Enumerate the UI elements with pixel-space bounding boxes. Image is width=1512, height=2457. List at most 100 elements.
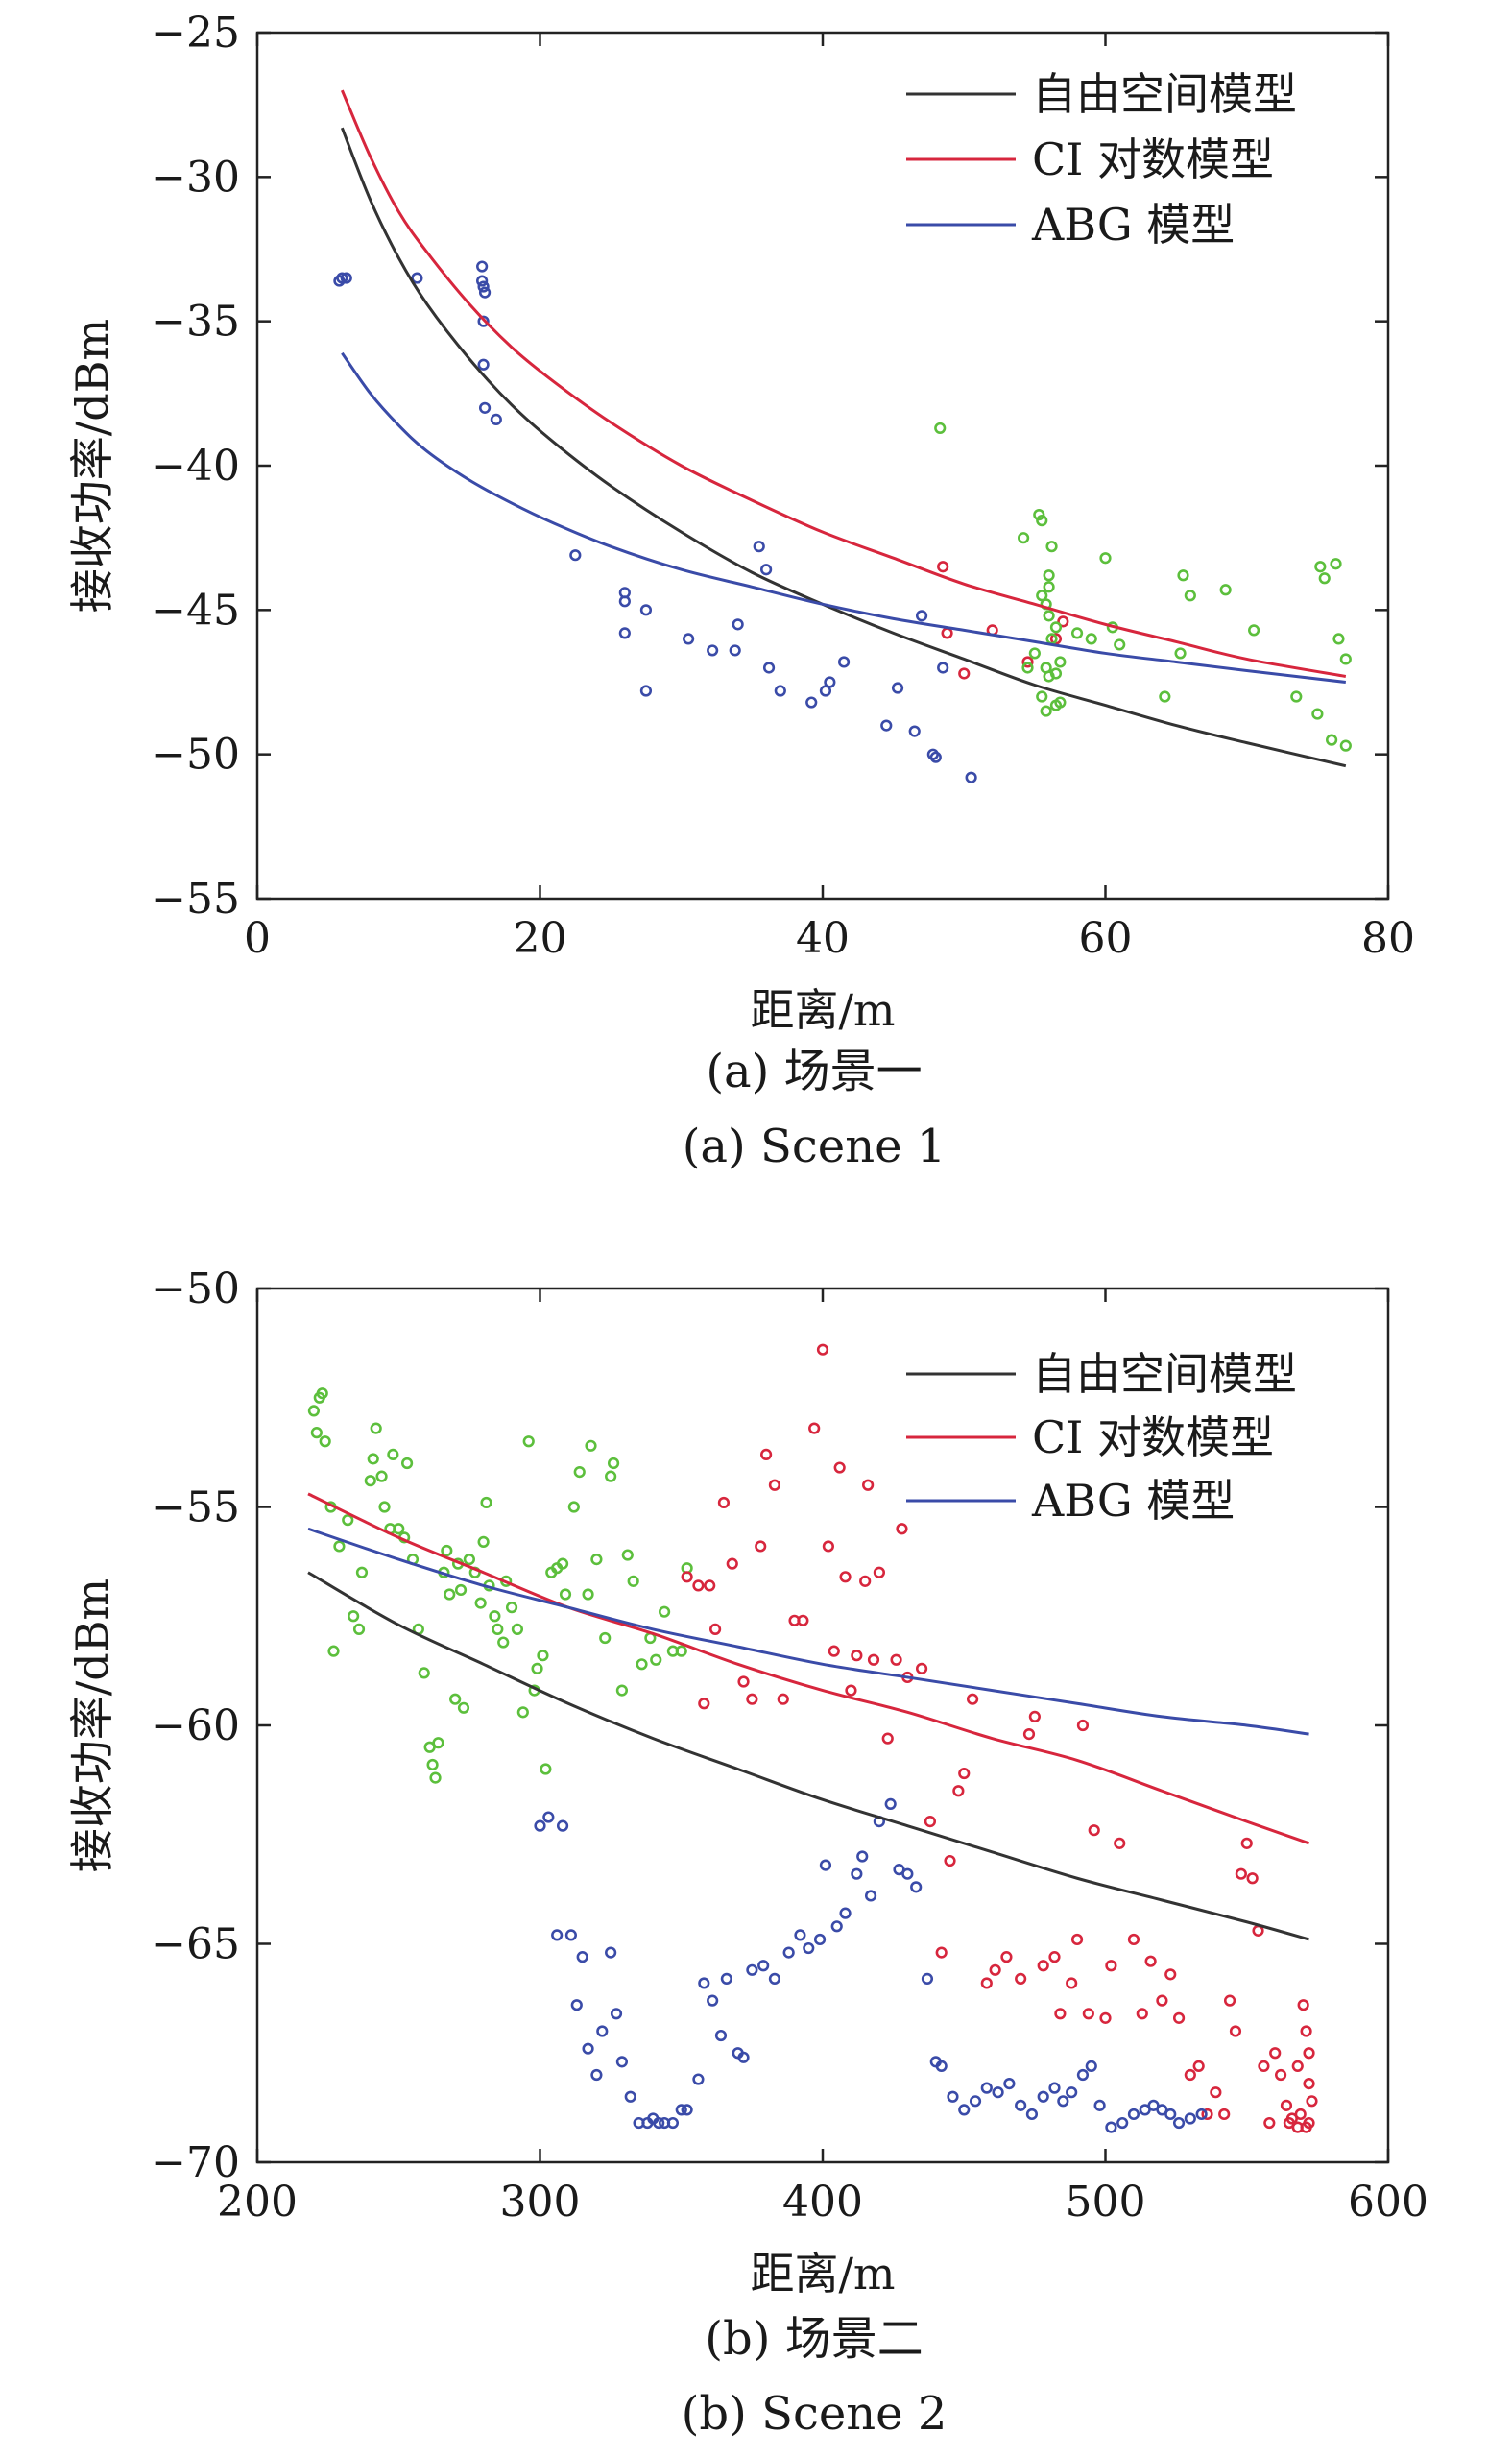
scatter-point xyxy=(989,1963,1001,1976)
scatter-point xyxy=(1201,2108,1213,2121)
scatter-point xyxy=(474,1597,487,1609)
scatter-point xyxy=(1054,656,1067,668)
scatter-point xyxy=(636,1658,648,1671)
scatter-point xyxy=(542,1811,555,1823)
scatter-point xyxy=(1021,662,1034,674)
scatter-point xyxy=(615,1684,629,1697)
scatter-point xyxy=(556,1819,569,1832)
scatter-point xyxy=(921,1972,934,1985)
scatter-point xyxy=(582,2042,594,2055)
scatter-point xyxy=(958,667,971,680)
scatter-point xyxy=(1116,2116,1129,2130)
scatter-point xyxy=(762,662,776,674)
scatter-point xyxy=(540,1763,552,1775)
y-tick-label: −30 xyxy=(151,153,240,202)
y-tick-label: −50 xyxy=(151,1265,240,1313)
scatter-point xyxy=(910,1881,923,1893)
scatter-point xyxy=(319,1435,331,1448)
scatter-point xyxy=(1248,624,1260,637)
scatter-point xyxy=(378,1501,391,1513)
scatter-point xyxy=(947,2090,959,2103)
scatter-point xyxy=(497,1636,510,1649)
scatter-point xyxy=(310,1427,323,1439)
scatter-point xyxy=(1093,2099,1106,2111)
scatter-point xyxy=(873,1566,886,1578)
scatter-point xyxy=(683,633,695,645)
scatter-point xyxy=(935,2060,948,2072)
scatter-point xyxy=(1043,581,1055,593)
scatter-point xyxy=(364,1475,376,1487)
legend: 自由空间模型 CI 对数模型 ABG 模型 xyxy=(906,1348,1297,1527)
scatter-point xyxy=(839,1571,852,1583)
scatter-point xyxy=(681,2104,693,2116)
scatter-point xyxy=(1280,2099,1293,2111)
scatter-point xyxy=(585,1439,597,1452)
scatter-point xyxy=(650,1653,662,1666)
scatter-point xyxy=(582,1588,594,1601)
scatter-point xyxy=(704,1579,716,1592)
scatter-point xyxy=(1306,2095,1318,2108)
scatter-point xyxy=(1021,656,1034,668)
scatter-point xyxy=(707,644,719,657)
scatter-point xyxy=(1114,1837,1126,1849)
scatter-point xyxy=(444,1588,456,1601)
scatter-point xyxy=(675,2104,687,2116)
scatter-point xyxy=(1339,739,1352,752)
model-curve-free-space xyxy=(307,1571,1309,1941)
scatter-point xyxy=(1105,1960,1117,1972)
scatter-point xyxy=(969,2095,982,2108)
scatter-point xyxy=(316,1387,328,1400)
scatter-point xyxy=(639,604,653,616)
scatter-point xyxy=(537,1650,549,1662)
scatter-point xyxy=(692,1579,705,1592)
scatter-point xyxy=(867,1653,880,1666)
scatter-point xyxy=(627,1575,639,1587)
legend: 自由空间模型 CI 对数模型 ABG 模型 xyxy=(906,68,1297,251)
scatter-point xyxy=(1099,2011,1112,2024)
scatter-point xyxy=(822,1540,834,1553)
scatter-point xyxy=(819,685,832,697)
scatter-point xyxy=(624,2090,636,2103)
scatter-point xyxy=(477,315,490,327)
scatter-point xyxy=(615,2056,629,2068)
scatter-point xyxy=(387,1448,399,1460)
scatter-point xyxy=(556,1557,569,1570)
scatter-point xyxy=(476,275,489,287)
scatter-point xyxy=(1076,1719,1090,1732)
scatter-point xyxy=(980,2082,993,2094)
scatter-point xyxy=(692,2073,705,2085)
scatter-point xyxy=(1127,2108,1140,2121)
scatter-point xyxy=(1057,615,1069,628)
scatter-point xyxy=(1172,2011,1186,2024)
model-curve-abg xyxy=(341,351,1346,684)
y-tick-label: −60 xyxy=(151,1701,240,1750)
y-tick-label: −70 xyxy=(151,2138,240,2187)
scatter-point xyxy=(1291,2060,1304,2072)
scatter-point xyxy=(1015,2099,1027,2111)
scatter-point xyxy=(449,1693,462,1705)
scatter-point xyxy=(1332,633,1345,645)
y-tick-label: −55 xyxy=(151,875,240,924)
scatter-point xyxy=(803,1941,815,1955)
scatter-point xyxy=(851,1867,863,1880)
scatter-point xyxy=(915,1662,928,1674)
scatter-point xyxy=(534,1819,546,1832)
scatter-point xyxy=(1037,1960,1049,1972)
model-curve-ci-log xyxy=(307,1492,1310,1845)
scatter-point xyxy=(824,676,836,688)
scatter-point xyxy=(1040,705,1052,717)
scatter-point xyxy=(782,1946,795,1959)
scatter-point xyxy=(1066,2086,1078,2099)
scatter-point xyxy=(1274,2068,1287,2082)
scatter-point xyxy=(1325,734,1338,746)
scatter-point xyxy=(1223,1994,1236,2007)
x-tick-label: 80 xyxy=(1361,914,1415,963)
legend-label: ABG 模型 xyxy=(1031,199,1235,251)
scatter-point xyxy=(1049,667,1063,680)
scatter-point xyxy=(1025,2108,1039,2121)
scatter-point xyxy=(342,1514,354,1527)
scatter-point xyxy=(797,1614,809,1626)
scatter-point xyxy=(551,1929,564,1941)
scatter-point xyxy=(1172,2116,1186,2130)
